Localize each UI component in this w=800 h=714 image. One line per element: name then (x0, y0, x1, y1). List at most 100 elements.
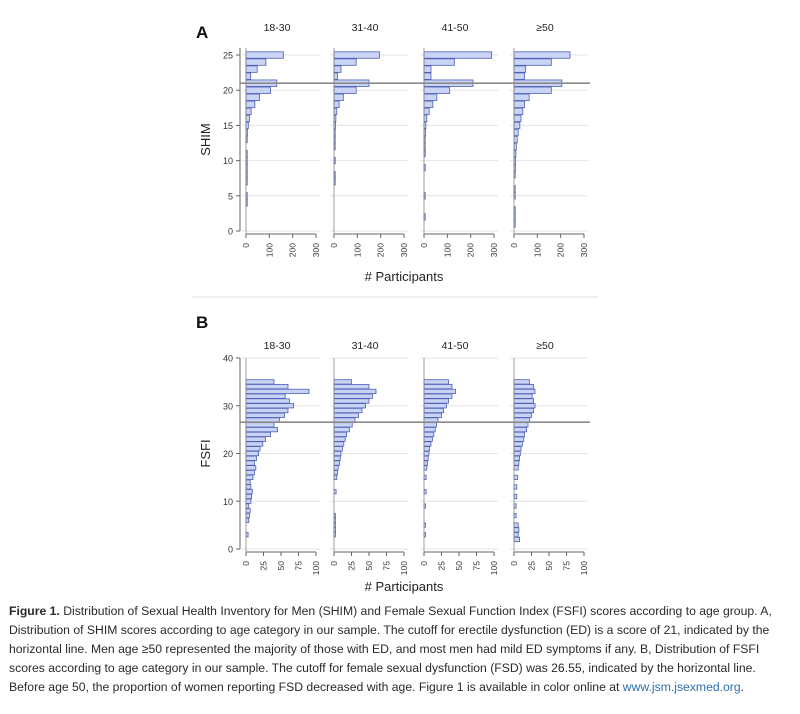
bar (423, 388, 456, 395)
bar (423, 431, 435, 437)
bar (333, 388, 377, 395)
bar (245, 484, 252, 490)
caption-end: . (740, 680, 745, 694)
bar (333, 441, 345, 447)
bar (423, 114, 428, 123)
x-tick-label: 0 (241, 561, 251, 566)
y-tick-label: 15 (223, 121, 233, 131)
bar (245, 93, 260, 101)
bar (245, 72, 252, 80)
bar (333, 403, 366, 409)
bar (513, 58, 552, 66)
y-axis-title: FSFI (198, 439, 213, 467)
bar (245, 508, 251, 514)
bar (245, 422, 275, 428)
bar (423, 393, 453, 399)
bar (333, 107, 338, 115)
bar (513, 384, 535, 390)
facet-18-30: 18-30 0 100 200 300 (241, 22, 321, 257)
x-tick-label: 75 (472, 561, 482, 571)
bar (513, 527, 520, 533)
bar (333, 412, 359, 418)
bar (333, 58, 357, 66)
facet-label: ≥50 (536, 340, 554, 352)
bar (245, 393, 286, 399)
bar (245, 460, 255, 466)
bar (423, 450, 430, 457)
bar (513, 484, 518, 490)
bar (245, 498, 252, 504)
bar (423, 379, 449, 385)
bar (423, 436, 433, 442)
bar (423, 407, 445, 414)
bar (245, 493, 252, 500)
bar (333, 455, 341, 461)
facet-≥50: ≥50 0 25 50 75 100 (509, 340, 589, 575)
x-tick-label: 100 (489, 561, 499, 575)
bar (245, 407, 289, 414)
x-tick-label: 75 (562, 561, 572, 571)
x-tick-label: 0 (419, 243, 429, 248)
x-tick-label: 50 (544, 561, 554, 571)
bar (333, 407, 363, 414)
bar (245, 86, 271, 94)
bar (513, 121, 521, 130)
caption-link[interactable]: www.jsm.jsexmed.org (622, 680, 741, 694)
bar (245, 489, 253, 495)
bar (513, 450, 521, 457)
caption-lead: Figure 1. (9, 604, 60, 618)
bar (333, 398, 370, 404)
bar (245, 384, 289, 390)
bar (333, 72, 338, 80)
bar (513, 407, 535, 414)
bar (245, 474, 254, 480)
bar (245, 107, 252, 115)
bar (513, 493, 518, 500)
x-tick-label: 100 (532, 243, 542, 257)
bar (245, 436, 267, 442)
x-tick-label: 50 (364, 561, 374, 571)
bar (245, 455, 257, 461)
y-tick-label: 30 (223, 401, 233, 411)
panel-letter: A (196, 23, 208, 42)
bar (245, 398, 290, 404)
bar (513, 412, 532, 418)
bar (245, 412, 285, 418)
x-tick-label: 200 (556, 243, 566, 257)
y-tick-label: 5 (228, 191, 233, 201)
bar (513, 422, 529, 428)
x-tick-label: 25 (347, 561, 357, 571)
facet-31-40: 31-40 0 25 50 75 100 (329, 340, 409, 575)
x-axis-title: # Participants (365, 269, 444, 284)
x-tick-label: 0 (329, 243, 339, 248)
bar (423, 455, 429, 461)
facet-label: 41-50 (442, 22, 469, 34)
bar (333, 450, 342, 457)
bar (333, 86, 357, 94)
bar (333, 427, 350, 433)
x-tick-label: 50 (454, 561, 464, 571)
bar (513, 86, 552, 94)
bar (245, 58, 267, 66)
bar (333, 51, 380, 59)
bar (513, 431, 525, 437)
x-tick-label: 100 (579, 561, 589, 575)
x-tick-label: 0 (509, 561, 519, 566)
bar (513, 114, 522, 123)
bar (513, 72, 525, 80)
bar (333, 93, 344, 101)
facet-18-30: 18-30 0 25 50 75 100 (241, 340, 321, 575)
bar (333, 100, 340, 108)
bar (245, 503, 250, 509)
bar (513, 65, 527, 73)
x-tick-label: 25 (437, 561, 447, 571)
y-tick-label: 20 (223, 86, 233, 96)
bar (513, 455, 520, 461)
figure-caption: Figure 1. Distribution of Sexual Health … (9, 602, 793, 697)
bar (513, 403, 536, 409)
bar (423, 107, 430, 115)
y-tick-label: 40 (223, 354, 233, 364)
bar (423, 100, 434, 108)
y-tick-label: 20 (223, 449, 233, 459)
x-tick-label: 200 (376, 243, 386, 257)
